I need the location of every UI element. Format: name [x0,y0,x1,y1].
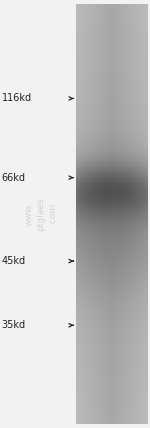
Text: 35kd: 35kd [2,320,26,330]
Text: 45kd: 45kd [2,256,26,266]
Text: 66kd: 66kd [2,172,26,183]
Text: 116kd: 116kd [2,93,32,104]
Text: www.
ptglaes
.com: www. ptglaes .com [24,197,57,231]
